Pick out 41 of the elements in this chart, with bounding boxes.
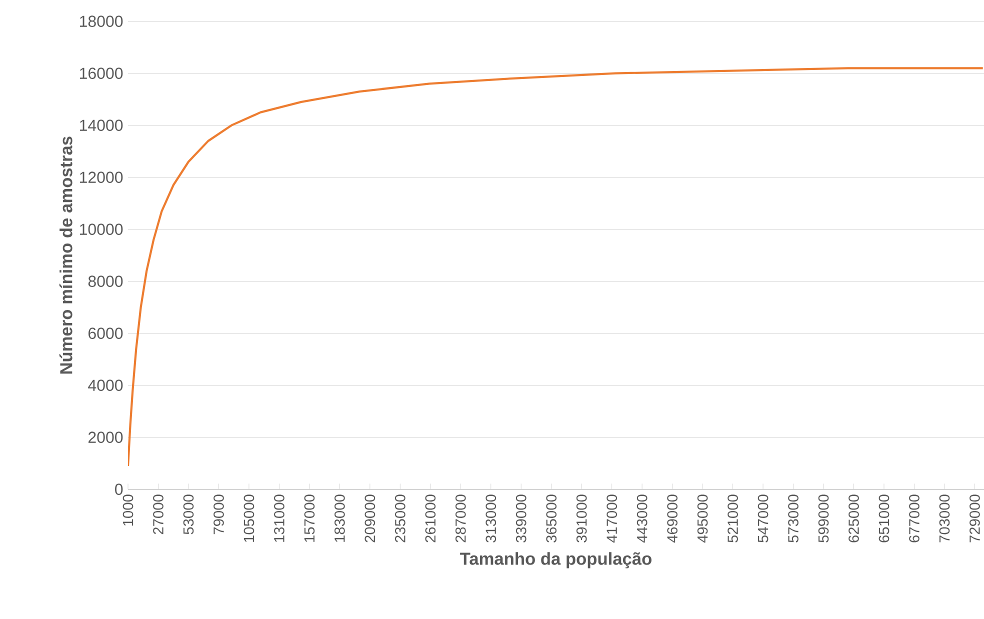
x-tick-label: 625000 [848, 494, 859, 542]
x-tick-label: 27000 [153, 494, 164, 534]
x-tick-label: 729000 [970, 494, 980, 542]
x-axis-title: Tamanho da população [460, 552, 652, 568]
x-tick-label: 53000 [183, 494, 194, 534]
x-tick-label: 495000 [697, 494, 708, 543]
x-tick-label: 339000 [516, 494, 526, 543]
x-tick-label: 183000 [334, 494, 345, 542]
x-tick-label: 287000 [455, 494, 466, 542]
y-tick-label: 10000 [80, 224, 123, 236]
y-tick-label: 8000 [88, 276, 123, 288]
x-tick-label: 235000 [394, 494, 406, 542]
y-tick-label: 0 [115, 484, 123, 496]
x-tick-label: 469000 [667, 494, 678, 543]
x-tick-label: 599000 [818, 494, 829, 543]
y-tick-label: 2000 [88, 432, 123, 444]
x-tick-label: 573000 [788, 494, 798, 543]
x-tick-label: 261000 [425, 494, 436, 542]
y-tick-label: 4000 [88, 380, 123, 392]
x-tick-label: 157000 [304, 494, 315, 542]
y-tick-label: 14000 [80, 120, 123, 132]
x-tick-label: 651000 [878, 494, 890, 542]
y-tick-label: 12000 [80, 172, 123, 184]
x-tick-label: 521000 [728, 494, 738, 543]
x-tick-label: 131000 [274, 494, 284, 542]
x-tick-label: 365000 [546, 494, 557, 543]
y-axis-title: Número mínimo de amostras [59, 136, 72, 374]
x-tick-label: 703000 [939, 494, 950, 542]
x-tick-label: 105000 [244, 494, 254, 542]
y-tick-label: 16000 [80, 68, 123, 80]
x-tick-label: 547000 [758, 494, 768, 543]
x-tick-label: 1000 [122, 494, 134, 526]
x-tick-label: 443000 [636, 494, 648, 543]
x-tick-label: 417000 [606, 494, 618, 543]
x-tick-label: 677000 [909, 494, 920, 542]
y-tick-label: 18000 [80, 16, 123, 28]
x-tick-label: 79000 [214, 494, 224, 534]
y-tick-label: 6000 [88, 328, 123, 340]
x-tick-label: 391000 [576, 494, 587, 543]
x-tick-label: 209000 [364, 494, 376, 542]
x-tick-label: 313000 [486, 494, 496, 543]
